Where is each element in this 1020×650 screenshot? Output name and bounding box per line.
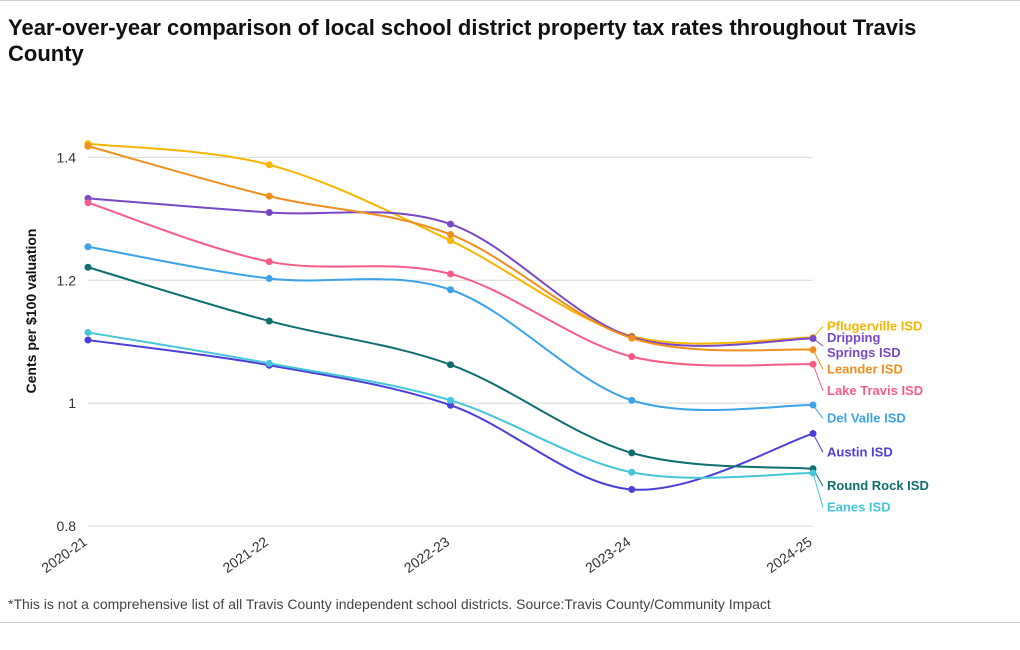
series-marker — [85, 243, 92, 250]
svg-text:2024-25: 2024-25 — [763, 533, 814, 576]
svg-text:2022-23: 2022-23 — [401, 533, 452, 576]
series-label: Leander ISD — [827, 361, 903, 376]
svg-text:2023-24: 2023-24 — [582, 533, 633, 576]
svg-text:2021-22: 2021-22 — [220, 533, 271, 576]
series-marker — [628, 334, 635, 341]
chart-title: Year-over-year comparison of local schoo… — [8, 15, 978, 68]
series-marker — [85, 329, 92, 336]
series-label: Eanes ISD — [827, 499, 891, 514]
series-marker — [447, 231, 454, 238]
series-marker — [266, 258, 273, 265]
series-marker — [447, 286, 454, 293]
chart-area: 0.8 1 1.2 1.4 Cents per $100 valuation 2020-2… — [8, 76, 1020, 586]
series-marker — [447, 397, 454, 404]
series-marker — [85, 264, 92, 271]
series-marker — [266, 360, 273, 367]
series-marker — [447, 220, 454, 227]
svg-text:1.4: 1.4 — [57, 149, 77, 165]
series-marker — [266, 192, 273, 199]
series-marker — [628, 397, 635, 404]
series-marker — [447, 237, 454, 244]
svg-text:1.2: 1.2 — [57, 272, 77, 288]
label-lead-line — [813, 405, 823, 418]
series-marker — [266, 161, 273, 168]
label-lead-line — [813, 433, 823, 452]
series-label: Del Valle ISD — [827, 410, 906, 425]
series-label: Lake Travis ISD — [827, 383, 923, 398]
svg-text:2020-21: 2020-21 — [38, 533, 89, 576]
svg-text:1: 1 — [68, 395, 76, 411]
series-marker — [628, 469, 635, 476]
chart-footnote: *This is not a comprehensive list of all… — [8, 596, 1020, 612]
label-lead-line — [813, 364, 823, 391]
series-marker — [85, 336, 92, 343]
svg-text:0.8: 0.8 — [57, 518, 77, 534]
series-marker — [628, 486, 635, 493]
series-label: Round Rock ISD — [827, 478, 929, 493]
series-label: DrippingSprings ISD — [827, 330, 901, 360]
series-line — [88, 146, 813, 350]
series-marker — [447, 270, 454, 277]
series-marker — [628, 353, 635, 360]
series-marker — [447, 361, 454, 368]
label-lead-line — [813, 338, 823, 345]
series-marker — [266, 209, 273, 216]
series-marker — [266, 317, 273, 324]
series-label: Austin ISD — [827, 444, 893, 459]
series-marker — [85, 199, 92, 206]
series-marker — [266, 275, 273, 282]
series-marker — [85, 142, 92, 149]
chart-container: Year-over-year comparison of local schoo… — [0, 0, 1020, 623]
svg-text:Cents per $100 valuation: Cents per $100 valuation — [23, 228, 39, 393]
line-chart: 0.8 1 1.2 1.4 Cents per $100 valuation 2020-2… — [8, 76, 1012, 586]
series-marker — [628, 449, 635, 456]
